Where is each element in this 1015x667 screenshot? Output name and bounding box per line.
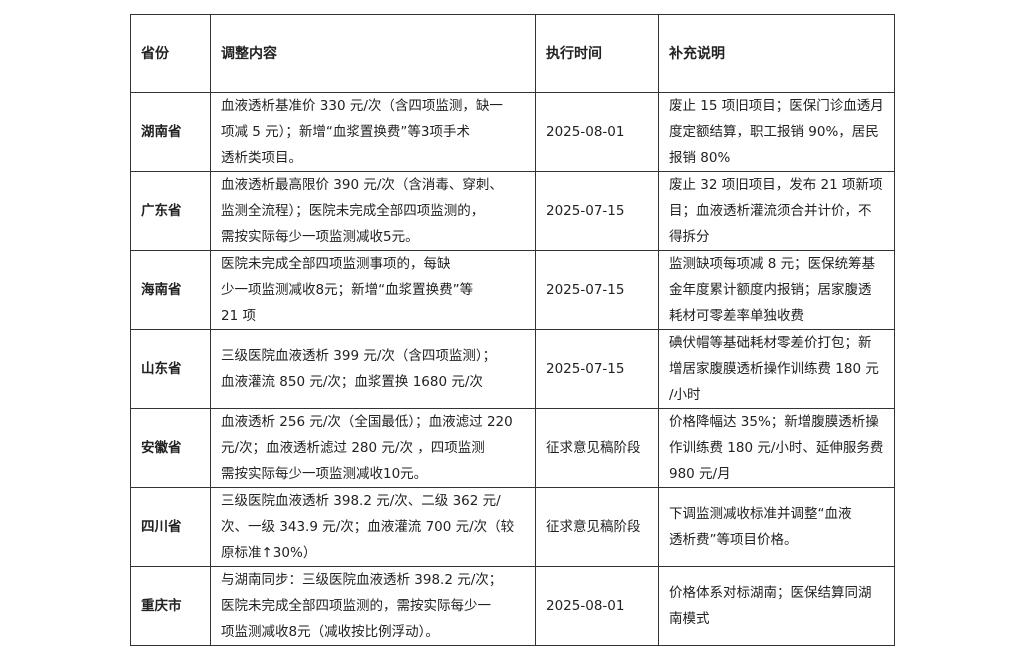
content-cell-line: 与湖南同步：三级医院血液透析 398.2 元/次； [221, 572, 503, 588]
content-cell-line: 血液透析 256 元/次（全国最低）；血液滤过 220 [221, 414, 513, 430]
header-province: 省份 [130, 14, 211, 93]
province-cell: 广东省 [130, 171, 211, 251]
note-cell-line: 金年度累计额度内报销；居家腹透 [669, 282, 872, 298]
table-header-row: 省份 调整内容 执行时间 补充说明 [130, 14, 895, 93]
note-cell-line: /小时 [669, 387, 701, 403]
content-cell-line: 血液透析基准价 330 元/次（含四项监测，缺一 [221, 98, 503, 114]
note-cell-line: 碘伏帽等基础耗材零差价打包；新 [669, 335, 872, 351]
note-cell-line: 下调监测减收标准并调整“血液 [669, 506, 852, 522]
content-cell: 医院未完成全部四项监测事项的，每缺少一项监测减收8元；新增“血浆置换费”等 21 … [210, 250, 536, 330]
content-cell: 三级医院血液透析 398.2 元/次、二级 362 元/次、一级 343.9 元… [210, 487, 536, 567]
note-cell: 碘伏帽等基础耗材零差价打包；新 增居家腹膜透析操作训练费 180 元/小时 [658, 329, 895, 409]
content-cell-line: 三级医院血液透析 398.2 元/次、二级 362 元/ [221, 493, 501, 509]
note-cell-line: 透析费”等项目价格。 [669, 532, 798, 548]
content-cell-line: 血液灌流 850 元/次；血浆置换 1680 元/次 [221, 374, 483, 390]
note-cell-line: 度定额结算，职工报销 90%，居民 [669, 124, 879, 140]
note-cell: 价格体系对标湖南；医保结算同湖 南模式 [658, 566, 895, 646]
table-row: 广东省 血液透析最高限价 390 元/次（含消毒、穿刺、 监测全流程）；医院未完成全… [130, 171, 895, 251]
note-cell: 下调监测减收标准并调整“血液 透析费”等项目价格。 [658, 487, 895, 567]
note-cell-line: 得拆分 [669, 229, 710, 245]
note-cell: 价格降幅达 35%；新增腹膜透析操 作训练费 180 元/小时、延伸服务费 980 … [658, 408, 895, 488]
note-cell: 废止 32 项旧项目，发布 21 项新项 目；血液透析灌流须合并计价，不 得拆分 [658, 171, 895, 251]
table-row: 安徽省 血液透析 256 元/次（全国最低）；血液滤过 220 元/次；血液透析滤过… [130, 408, 895, 488]
note-cell-line: 价格降幅达 35%；新增腹膜透析操 [669, 414, 879, 430]
province-cell: 四川省 [130, 487, 211, 567]
note-cell-line: 耗材可零差率单独收费 [669, 308, 804, 324]
content-cell-line: 21 项 [221, 308, 256, 324]
note-cell-line: 增居家腹膜透析操作训练费 180 元 [669, 361, 879, 377]
content-cell: 与湖南同步：三级医院血液透析 398.2 元/次； 医院未完成全部四项监测的，需按… [210, 566, 536, 646]
content-cell-line: 次、一级 343.9 元/次；血液灌流 700 元/次（较 [221, 519, 515, 535]
province-cell: 安徽省 [130, 408, 211, 488]
content-cell-line: 元/次；血液透析滤过 280 元/次 ，四项监测 [221, 440, 485, 456]
content-cell: 血液透析最高限价 390 元/次（含消毒、穿刺、 监测全流程）；医院未完成全部四项… [210, 171, 536, 251]
note-cell: 废止 15 项旧项目；医保门诊血透月 度定额结算，职工报销 90%，居民 报销 80… [658, 92, 895, 172]
table-row: 海南省 医院未完成全部四项监测事项的，每缺少一项监测减收8元；新增“血浆置换费”等… [130, 250, 895, 330]
note-cell-line: 废止 32 项旧项目，发布 21 项新项 [669, 177, 883, 193]
note-cell-line: 南模式 [669, 611, 710, 627]
content-cell-line: 项监测减收8元（减收按比例浮动）。 [221, 624, 439, 640]
content-cell-line: 三级医院血液透析 399 元/次（含四项监测）； [221, 348, 497, 364]
content-cell: 血液透析基准价 330 元/次（含四项监测，缺一 项减 5 元）；新增“血浆置换费… [210, 92, 536, 172]
header-note: 补充说明 [658, 14, 895, 93]
content-cell-line: 监测全流程）；医院未完成全部四项监测的， [221, 203, 485, 219]
content-cell: 三级医院血液透析 399 元/次（含四项监测）； 血液灌流 850 元/次；血浆置… [210, 329, 536, 409]
province-cell: 重庆市 [130, 566, 211, 646]
content-cell-line: 原标准↑30%） [221, 545, 317, 561]
content-cell-line: 少一项监测减收8元；新增“血浆置换费”等 [221, 282, 474, 298]
note-cell-line: 价格体系对标湖南；医保结算同湖 [669, 585, 872, 601]
note-cell-line: 目；血液透析灌流须合并计价，不 [669, 203, 872, 219]
province-cell: 海南省 [130, 250, 211, 330]
content-cell: 血液透析 256 元/次（全国最低）；血液滤过 220 元/次；血液透析滤过 28… [210, 408, 536, 488]
content-cell-line: 医院未完成全部四项监测事项的，每缺 [221, 256, 451, 272]
province-cell: 山东省 [130, 329, 211, 409]
header-date: 执行时间 [535, 14, 659, 93]
content-cell-line: 需按实际每少一项监测减收5元。 [221, 229, 419, 245]
content-cell-line: 项减 5 元）；新增“血浆置换费”等3项手术 [221, 124, 470, 140]
note-cell-line: 980 元/月 [669, 466, 731, 482]
date-cell: 2025-07-15 [535, 171, 659, 251]
date-cell: 征求意见稿阶段 [535, 487, 659, 567]
date-cell: 征求意见稿阶段 [535, 408, 659, 488]
province-cell: 湖南省 [130, 92, 211, 172]
content-cell-line: 血液透析最高限价 390 元/次（含消毒、穿刺、 [221, 177, 503, 193]
date-cell: 2025-08-01 [535, 566, 659, 646]
date-cell: 2025-07-15 [535, 329, 659, 409]
table-row: 湖南省 血液透析基准价 330 元/次（含四项监测，缺一 项减 5 元）；新增“血浆… [130, 92, 895, 172]
table-row: 山东省 三级医院血液透析 399 元/次（含四项监测）； 血液灌流 850 元/次；… [130, 329, 895, 409]
policy-table: 省份 调整内容 执行时间 补充说明 湖南省 血液透析基准价 330 元/次（含四项… [130, 14, 895, 646]
table-body: 湖南省 血液透析基准价 330 元/次（含四项监测，缺一 项减 5 元）；新增“血浆… [130, 92, 895, 646]
note-cell-line: 作训练费 180 元/小时、延伸服务费 [669, 440, 884, 456]
note-cell-line: 报销 80% [669, 150, 731, 166]
note-cell: 监测缺项每项减 8 元；医保统筹基 金年度累计额度内报销；居家腹透 耗材可零差率单独… [658, 250, 895, 330]
content-cell-line: 需按实际每少一项监测减收10元。 [221, 466, 428, 482]
header-content: 调整内容 [210, 14, 536, 93]
date-cell: 2025-07-15 [535, 250, 659, 330]
content-cell-line: 医院未完成全部四项监测的，需按实际每少一 [221, 598, 491, 614]
date-cell: 2025-08-01 [535, 92, 659, 172]
note-cell-line: 废止 15 项旧项目；医保门诊血透月 [669, 98, 884, 114]
content-cell-line: 透析类项目。 [221, 150, 302, 166]
note-cell-line: 监测缺项每项减 8 元；医保统筹基 [669, 256, 876, 272]
table-row: 重庆市 与湖南同步：三级医院血液透析 398.2 元/次； 医院未完成全部四项监测的… [130, 566, 895, 646]
table-row: 四川省 三级医院血液透析 398.2 元/次、二级 362 元/次、一级 343.… [130, 487, 895, 567]
